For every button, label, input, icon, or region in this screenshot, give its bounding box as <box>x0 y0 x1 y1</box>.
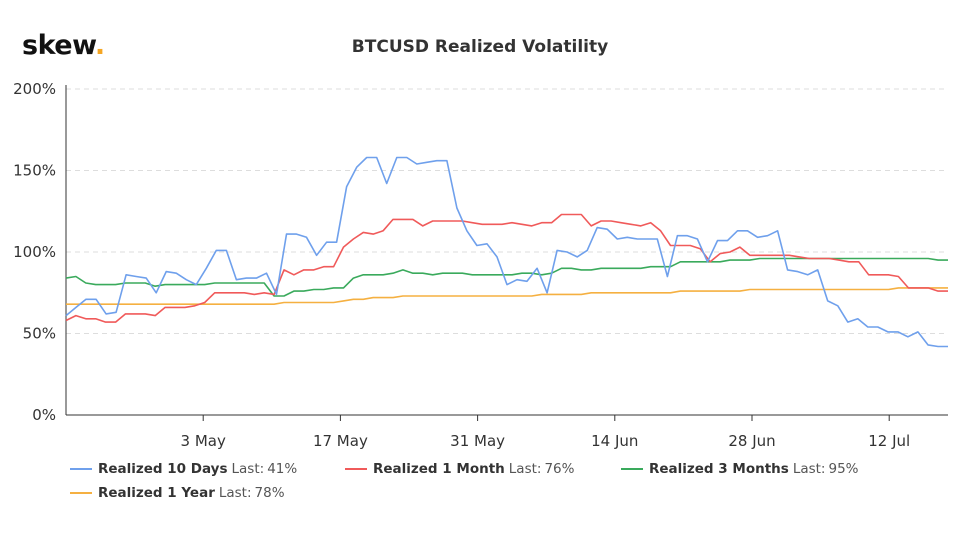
legend-last-value: 95% <box>828 461 859 477</box>
series-line-realized-10-days <box>65 156 948 348</box>
legend-label: Realized 3 Months <box>649 461 789 477</box>
legend-item-realized-10-days[interactable]: Realized 10 Days Last: 41% <box>70 461 297 477</box>
x-tick-label: 3 May <box>181 432 226 450</box>
legend-last-value: 76% <box>544 461 575 477</box>
legend-swatch-3m <box>621 468 643 470</box>
legend-swatch-1y <box>70 492 92 494</box>
legend-label: Realized 1 Month <box>373 461 505 477</box>
x-axis: 3 May 17 May 31 May 14 Jun 28 Jun 12 Jul <box>181 415 910 450</box>
legend-last-label: Last: <box>231 461 265 477</box>
x-tick-label: 28 Jun <box>728 432 775 450</box>
brand-dot: . <box>94 30 105 61</box>
series-line-realized-1-year <box>66 287 948 306</box>
legend-label: Realized 1 Year <box>98 485 215 501</box>
legend-last-label: Last: <box>218 485 252 501</box>
legend-last-label: Last: <box>792 461 826 477</box>
legend-item-realized-1-month[interactable]: Realized 1 Month Last: 76% <box>345 461 574 477</box>
series-lines <box>65 156 948 348</box>
legend-label: Realized 10 Days <box>98 461 228 477</box>
x-tick-label: 14 Jun <box>591 432 638 450</box>
legend-item-realized-3-months[interactable]: Realized 3 Months Last: 95% <box>621 461 859 477</box>
y-axis: 0% 50% 100% 150% 200% <box>13 80 56 424</box>
x-tick-label: 31 May <box>450 432 505 450</box>
grid-lines <box>65 85 948 416</box>
x-tick-label: 12 Jul <box>868 432 910 450</box>
y-tick-label: 100% <box>13 243 56 261</box>
series-line-realized-1-month <box>65 213 948 323</box>
x-tick-label: 17 May <box>313 432 368 450</box>
legend-swatch-1m <box>345 468 367 470</box>
legend-last-value: 78% <box>254 485 285 501</box>
y-tick-label: 200% <box>13 80 56 98</box>
legend-item-realized-1-year[interactable]: Realized 1 Year Last: 78% <box>70 485 285 501</box>
y-tick-label: 0% <box>32 406 56 424</box>
brand-name: skew <box>22 30 95 61</box>
legend-last-value: 41% <box>267 461 298 477</box>
brand-logo: skew. <box>22 30 105 61</box>
chart-title: BTCUSD Realized Volatility <box>351 37 609 57</box>
y-tick-label: 50% <box>23 325 56 343</box>
series-line-realized-3-months <box>65 257 948 297</box>
legend-last-label: Last: <box>508 461 542 477</box>
y-tick-label: 150% <box>13 162 56 180</box>
legend-swatch-10d <box>70 468 92 470</box>
